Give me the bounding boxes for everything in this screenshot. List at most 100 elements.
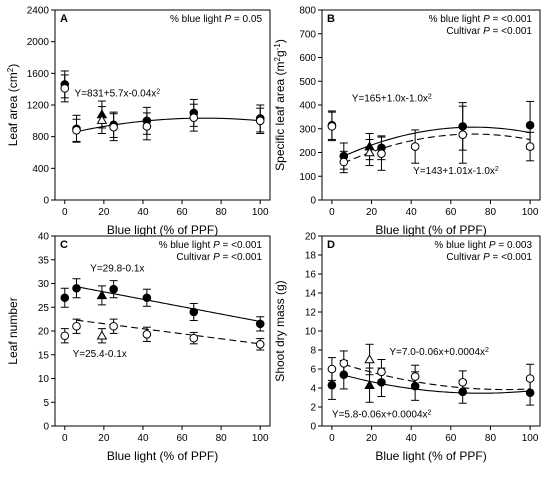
data-point [377, 149, 386, 158]
y-tick-label: 0 [310, 196, 316, 207]
regression-equation-part: Y=25.4-0.1x [73, 349, 127, 360]
x-tick-label: 20 [366, 207, 378, 218]
y-axis-label: Leaf number [6, 297, 20, 364]
y-tick-label: 20 [305, 232, 317, 243]
data-point [525, 142, 535, 151]
series-open-circle [327, 105, 535, 174]
regression-equation-part: Y=165+1.0x-1.0x [352, 93, 428, 104]
x-tick-label: 40 [406, 207, 418, 218]
regression-equation: Y=165+1.0x-1.0x2 [352, 93, 432, 105]
data-point [458, 378, 468, 387]
y-tick-label: 5 [43, 398, 49, 409]
y-tick-label: 14 [305, 289, 317, 300]
stat-annotation: Cultivar P = <0.001 [176, 252, 262, 263]
data-point [377, 367, 386, 377]
stat-annotation: % blue light P = <0.001 [159, 240, 263, 251]
y-tick-label: 12 [305, 308, 317, 319]
data-point [255, 340, 265, 349]
data-point [525, 374, 535, 383]
stat-annotation-part: % blue light [170, 14, 224, 25]
data-point [189, 307, 199, 317]
fit-curve-solid [76, 286, 261, 323]
data-point [72, 126, 81, 135]
data-point [189, 113, 199, 122]
y-tick-label: 400 [299, 101, 316, 112]
stat-annotation-part: Cultivar [446, 26, 483, 37]
y-tick-label: 30 [38, 279, 50, 290]
x-tick-label: 0 [62, 433, 68, 444]
series-open-circle [60, 74, 265, 142]
x-tick-label: 60 [445, 433, 457, 444]
data-point [96, 289, 108, 300]
y-tick-label: 2400 [27, 6, 50, 17]
stat-annotation-part: P [483, 26, 490, 37]
panel-letter: B [327, 13, 335, 25]
data-point [72, 321, 81, 331]
fit-curve-dashed [343, 133, 531, 164]
series-filled-circle [327, 100, 535, 170]
series-filled-circle [327, 359, 535, 406]
y-axis-label-sup: 2 [6, 67, 15, 72]
x-tick-label: 0 [62, 207, 68, 218]
data-point [60, 293, 70, 303]
y-axis-label: Specific leaf area (m2g-1) [273, 39, 288, 171]
y-tick-label: 400 [32, 164, 49, 175]
regression-equation: Y=7.0-0.06x+0.0004x2 [389, 346, 489, 358]
data-point [339, 359, 349, 368]
y-axis-label-text: Leaf area (cm [6, 72, 20, 146]
data-point [339, 157, 349, 167]
data-point [109, 122, 118, 132]
x-axis-label: Blue light (% of PPF) [375, 223, 486, 237]
x-tick-label: 100 [522, 207, 539, 218]
x-tick-label: 60 [445, 207, 457, 218]
y-tick-label: 200 [299, 148, 316, 159]
y-tick-label: 10 [305, 327, 317, 338]
data-point [60, 84, 70, 93]
stat-annotation-part: P [213, 240, 220, 251]
data-point [96, 330, 108, 340]
series-open-triangle [364, 343, 375, 376]
panel-letter: D [327, 239, 335, 251]
regression-equation: Y=25.4-0.1x [73, 349, 127, 360]
regression-equation-part: Y=29.8-0.1x [90, 264, 144, 275]
data-point [109, 321, 118, 331]
y-axis-label-text: Shoot dry mass (g) [273, 280, 287, 381]
stat-annotation-part: Cultivar [446, 252, 483, 263]
x-tick-label: 100 [522, 433, 539, 444]
y-axis-label-sup: -1 [273, 43, 282, 51]
y-axis-label-text: ) [273, 39, 287, 43]
y-axis-label-text: g [273, 50, 287, 57]
data-point [142, 122, 152, 131]
stat-annotation: % blue light P = 0.003 [434, 240, 532, 251]
regression-equation-part: 2 [156, 88, 160, 95]
data-point [458, 130, 468, 139]
y-tick-label: 100 [299, 172, 316, 183]
series-filled-circle [60, 70, 265, 143]
data-point [109, 284, 118, 294]
regression-equation-part: 2 [428, 409, 432, 416]
data-point [255, 319, 265, 329]
data-point [410, 372, 420, 381]
fit-curve-dashed [76, 319, 261, 345]
data-point [364, 147, 375, 157]
y-axis-label: Shoot dry mass (g) [273, 280, 287, 381]
stat-annotation-part: = <0.001 [490, 26, 533, 37]
y-tick-label: 15 [38, 350, 50, 361]
y-tick-label: 0 [310, 422, 316, 433]
regression-equation-part: Y=831+5.7x-0.04x [75, 88, 157, 99]
stat-annotation-part: = <0.001 [220, 240, 263, 251]
regression-equation-part: Y=7.0-0.06x+0.0004x [389, 347, 485, 358]
panel-c: 0 5 10 15 20 25 30 35 40 0 20 40 60 80 100 Leaf number C… [6, 232, 271, 463]
x-tick-label: 20 [366, 433, 378, 444]
x-tick-label: 80 [216, 433, 228, 444]
y-tick-label: 16 [305, 270, 317, 281]
data-point [364, 354, 375, 364]
y-tick-label: 300 [299, 124, 316, 135]
data-point [410, 142, 420, 151]
fit-curve-solid [76, 117, 261, 133]
x-tick-label: 0 [329, 433, 335, 444]
stat-annotation: Cultivar P = <0.001 [446, 26, 532, 37]
data-point [525, 120, 535, 130]
x-tick-label: 40 [137, 207, 149, 218]
